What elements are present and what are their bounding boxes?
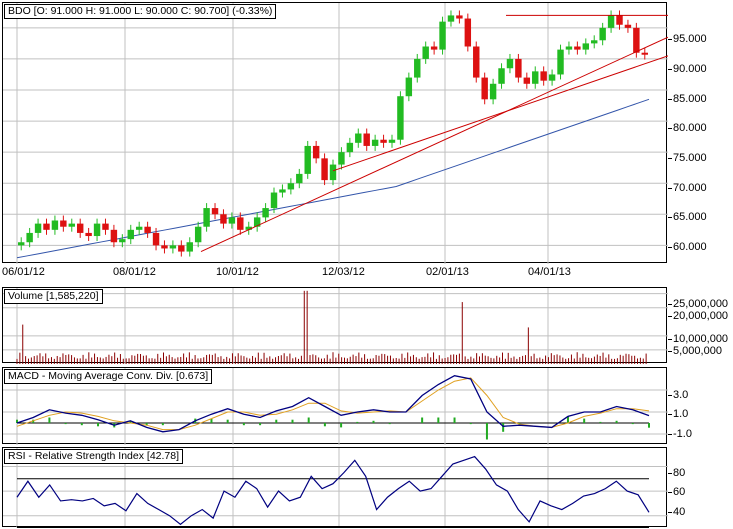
volume-ytick: 5,000,000 [668,345,722,357]
price-ytick: 70.000 [668,182,707,194]
macd-ytick: -1.0 [668,428,692,440]
price-ytick: 95.000 [668,33,707,45]
price-ytick: 85.000 [668,93,707,105]
price-panel: BDO [O: 91.000 H: 91.000 L: 90.000 C: 90… [2,2,668,264]
volume-ytick: 10,000,000 [667,333,729,345]
macd-legend: MACD - Moving Average Conv. Div. [0.673] [4,369,213,384]
volume-ytick: 20,000,000 [667,310,729,322]
price-ytick: 90.000 [668,63,707,75]
volume-panel: Volume [1,585,220] [2,287,668,364]
rsi-ytick: 40 [667,506,686,518]
rsi-chart [3,448,668,528]
rsi-legend: RSI - Relative Strength Index [42.78] [4,449,184,464]
macd-panel: MACD - Moving Average Conv. Div. [0.673] [2,367,668,445]
x-axis-label: 06/01/12 [2,266,45,278]
candlestick-chart [3,3,668,264]
x-axis-label: 12/03/12 [322,266,365,278]
x-axis-label: 10/01/12 [216,266,259,278]
rsi-ytick: 80 [667,467,686,479]
rsi-panel: RSI - Relative Strength Index [42.78] [2,447,668,528]
x-axis-label: 02/01/13 [426,266,469,278]
price-ytick: 75.000 [668,152,707,164]
price-ytick: 65.000 [668,211,707,223]
x-axis-label: 04/01/13 [528,266,571,278]
macd-chart [3,368,668,445]
price-legend: BDO [O: 91.000 H: 91.000 L: 90.000 C: 90… [4,4,277,19]
x-axis-label: 08/01/12 [113,266,156,278]
volume-legend: Volume [1,585,220] [4,289,103,304]
macd-ytick: 3.0 [667,389,689,401]
price-ytick: 60.000 [668,241,707,253]
rsi-ytick: 60 [667,486,686,498]
volume-ytick: 25,000,000 [667,298,729,310]
macd-ytick: 1.0 [667,408,689,420]
volume-chart [3,288,668,364]
price-ytick: 80.000 [668,122,707,134]
